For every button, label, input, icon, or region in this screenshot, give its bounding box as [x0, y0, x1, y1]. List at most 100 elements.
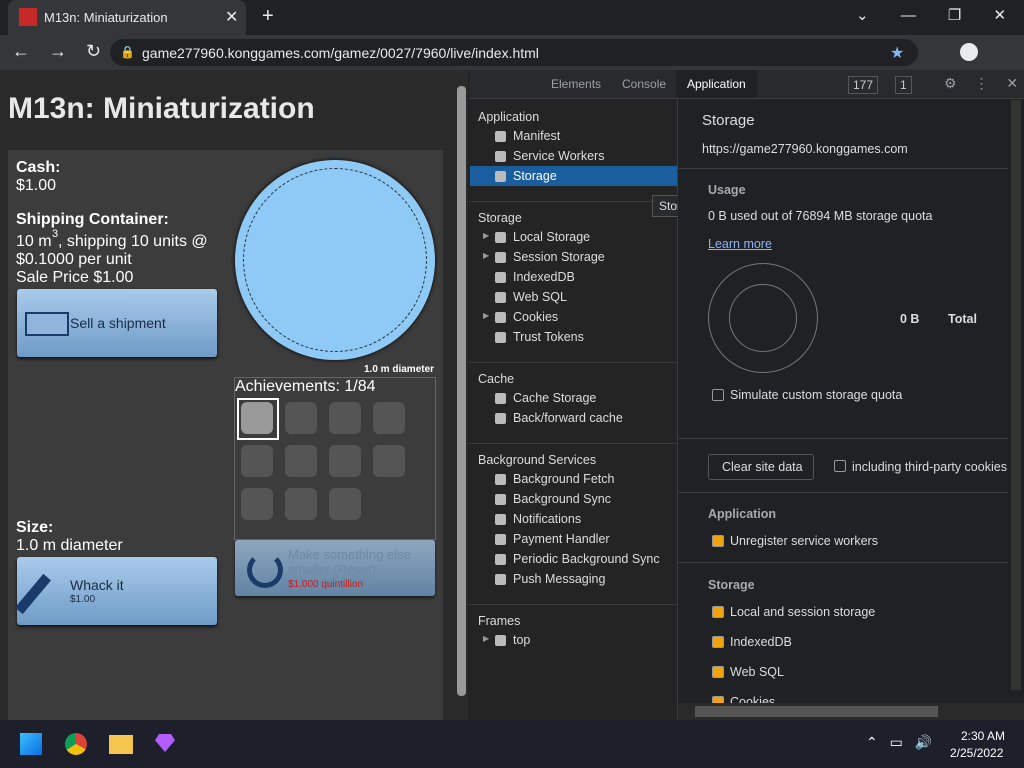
achievement-icon: [329, 445, 361, 477]
tab[interactable]: [8, 0, 246, 35]
sidebar-item[interactable]: Web SQL: [513, 290, 567, 304]
favicon: [19, 8, 37, 26]
section-divider: [469, 201, 677, 202]
container-exp: 3: [52, 228, 59, 240]
sidebar-item[interactable]: Payment Handler: [513, 532, 610, 546]
usage-text: 0 B used out of 76894 MB storage quota: [708, 209, 933, 223]
sidebar-item[interactable]: top: [513, 633, 531, 647]
storage-option: IndexedDB: [730, 635, 792, 649]
size-label: Size:: [16, 519, 54, 536]
sidebar-item[interactable]: Cache Storage: [513, 391, 597, 405]
item-icon: [495, 252, 506, 263]
clear-button[interactable]: [708, 454, 814, 480]
profile: [960, 43, 978, 61]
lock: 🔒: [120, 45, 135, 59]
checkbox[interactable]: [712, 389, 724, 401]
item-icon: [495, 171, 506, 182]
item-icon: [495, 131, 506, 142]
sidebar-item[interactable]: Background Sync: [513, 492, 611, 506]
whack-price: $1.00: [70, 594, 96, 605]
star: ★: [890, 45, 905, 62]
chrome-icon[interactable]: [65, 733, 87, 755]
simulate-label: Simulate custom storage quota: [730, 388, 903, 402]
omnibox[interactable]: [110, 39, 918, 66]
sidebar: [469, 99, 678, 720]
settings-icons: ⚙ ⋮ ✕: [944, 75, 1019, 91]
main-pane: [678, 99, 1008, 703]
sidebar-item[interactable]: Background Fetch: [513, 472, 615, 486]
sidebar-item[interactable]: Trust Tokens: [513, 330, 584, 344]
devtools-tab[interactable]: Elements: [551, 77, 602, 91]
selected-row: [470, 166, 677, 186]
folder-icon[interactable]: [109, 735, 133, 754]
usage-ring-inner: [729, 284, 797, 352]
section-divider: [469, 362, 677, 363]
section-heading: Storage: [478, 211, 522, 225]
sidebar-item[interactable]: IndexedDB: [513, 270, 575, 284]
item-icon: [495, 312, 506, 323]
item-icon: [495, 514, 506, 525]
sidebar-item[interactable]: Push Messaging: [513, 572, 606, 586]
section-heading: Background Services: [478, 453, 597, 467]
item-icon: [495, 232, 506, 243]
sidebar-item[interactable]: Manifest: [513, 129, 561, 143]
container-volume: 10 m: [16, 233, 52, 250]
learn-more[interactable]: Learn more: [708, 237, 772, 251]
divider: [678, 492, 1008, 493]
reset-price: $1.000 quintillion: [288, 579, 364, 590]
divider: [678, 168, 1008, 169]
section-divider: [469, 443, 677, 444]
checkbox[interactable]: [712, 606, 724, 618]
achievement-icon: [285, 488, 317, 520]
achievements-label: Achievements: 1/84: [235, 378, 376, 395]
sidebar-item[interactable]: Local Storage: [513, 230, 591, 244]
checkbox[interactable]: [834, 460, 846, 472]
checkbox[interactable]: [712, 535, 724, 547]
nav-buttons[interactable]: ← → ↻: [12, 41, 102, 61]
container-rate: $0.1000 per unit: [16, 251, 132, 268]
achievement-icon: [241, 402, 273, 434]
devtools-tab[interactable]: Application: [676, 70, 757, 98]
sale-price: Sale Price $1.00: [16, 269, 134, 286]
sidebar-item[interactable]: Cookies: [513, 310, 559, 324]
item-icon: [495, 413, 506, 424]
sidebar-item[interactable]: Back/forward cache: [513, 411, 623, 425]
new-tab[interactable]: +: [262, 5, 274, 27]
usage-heading: Usage: [708, 183, 746, 197]
whack-button[interactable]: [17, 557, 217, 625]
url: game277960.konggames.com/gamez/0027/7960…: [142, 45, 539, 61]
sidebar-item[interactable]: Periodic Background Sync: [513, 552, 660, 566]
item-icon: [495, 292, 506, 303]
origin: https://game277960.konggames.com: [702, 142, 908, 156]
close-tab: ✕: [225, 9, 239, 26]
start-button[interactable]: [20, 733, 42, 755]
checkbox[interactable]: [712, 666, 724, 678]
window-controls: ⌄ — ❐ ✕: [856, 7, 1007, 24]
usage-ring-outer: [708, 263, 818, 373]
achievement-icon: [329, 488, 361, 520]
reset-icon: [247, 552, 283, 588]
cash-value: $1.00: [16, 177, 57, 194]
checkbox[interactable]: [712, 636, 724, 648]
storage-option: Web SQL: [730, 665, 784, 679]
section-heading: Application: [478, 110, 540, 124]
unregister-label: Unregister service workers: [730, 534, 878, 548]
clear-label: Clear site data: [722, 460, 803, 474]
total-value: 0 B: [900, 312, 920, 326]
bill-icon: [25, 312, 69, 336]
devtools-tab[interactable]: Console: [622, 77, 667, 91]
game-title: M13n: Miniaturization: [8, 92, 315, 125]
warning-count: 1: [895, 76, 912, 94]
scroll-thumb: [457, 86, 466, 696]
expand-arrow: ▶: [483, 634, 490, 643]
sidebar-item[interactable]: Notifications: [513, 512, 582, 526]
sidebar-item[interactable]: Session Storage: [513, 250, 605, 264]
size-value: 1.0 m diameter: [16, 537, 123, 554]
container-label: Shipping Container:: [16, 211, 169, 228]
sidebar-item[interactable]: Service Workers: [513, 149, 605, 163]
section-divider: [469, 604, 677, 605]
item-icon: [495, 574, 506, 585]
item-icon: [495, 332, 506, 343]
sidebar-item[interactable]: Storage: [513, 169, 557, 183]
